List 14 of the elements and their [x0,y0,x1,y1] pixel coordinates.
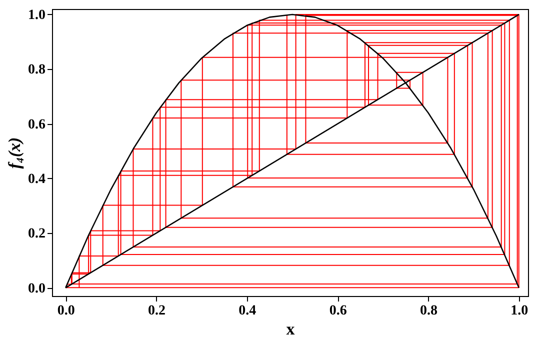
y-tick-label: 0.0 [28,281,46,296]
y-tick-label: 0.8 [28,62,46,78]
x-tick-label: 0.2 [148,304,166,318]
x-tick-label: 0.0 [57,304,75,318]
y-tick-label: 0.4 [28,172,46,187]
x-axis-title: x [286,320,296,338]
y-tick-label: 1.0 [28,8,46,23]
y-tick-label: 0.2 [28,226,46,242]
y-tick-label: 0.6 [28,117,46,132]
x-tick-label: 0.6 [329,304,347,318]
x-tick-label: 0.8 [420,304,438,318]
x-tick-label: 1.0 [510,304,528,318]
y-axis-title: f₄(x) [5,137,24,169]
x-tick-label: 0.4 [238,304,256,318]
